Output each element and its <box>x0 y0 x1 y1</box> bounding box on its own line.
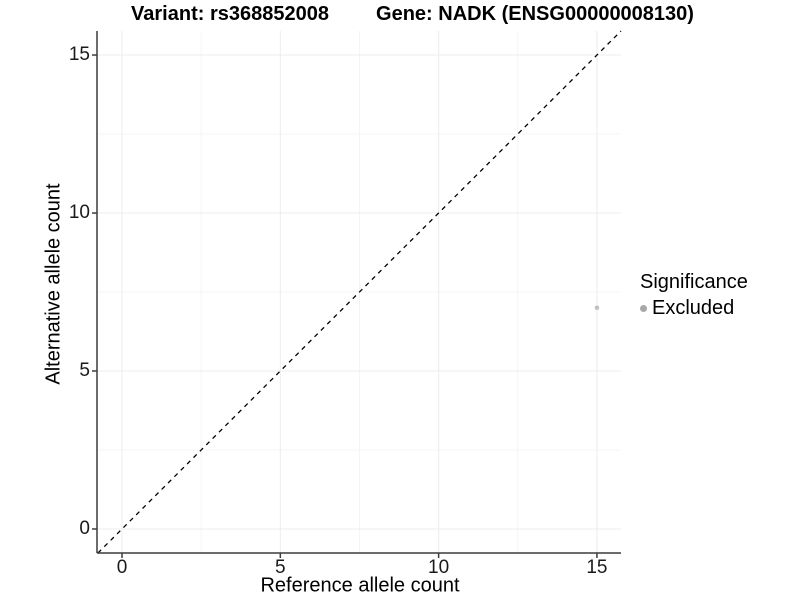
data-point <box>594 305 600 311</box>
legend-entry-label: Excluded <box>652 297 735 319</box>
legend: Significance Excluded <box>640 271 748 320</box>
plot-title-gene: Gene: NADK (ENSG00000008130) <box>376 3 694 25</box>
legend-title: Significance <box>640 271 748 293</box>
legend-point-icon <box>640 305 647 312</box>
legend-entry: Excluded <box>640 297 748 320</box>
plot-title-variant: Variant: rs368852008 <box>131 3 329 25</box>
identity-dashed-line <box>97 30 622 554</box>
x-axis-label: Reference allele count <box>260 574 460 597</box>
y-axis-label: Alternative allele count <box>42 183 65 385</box>
